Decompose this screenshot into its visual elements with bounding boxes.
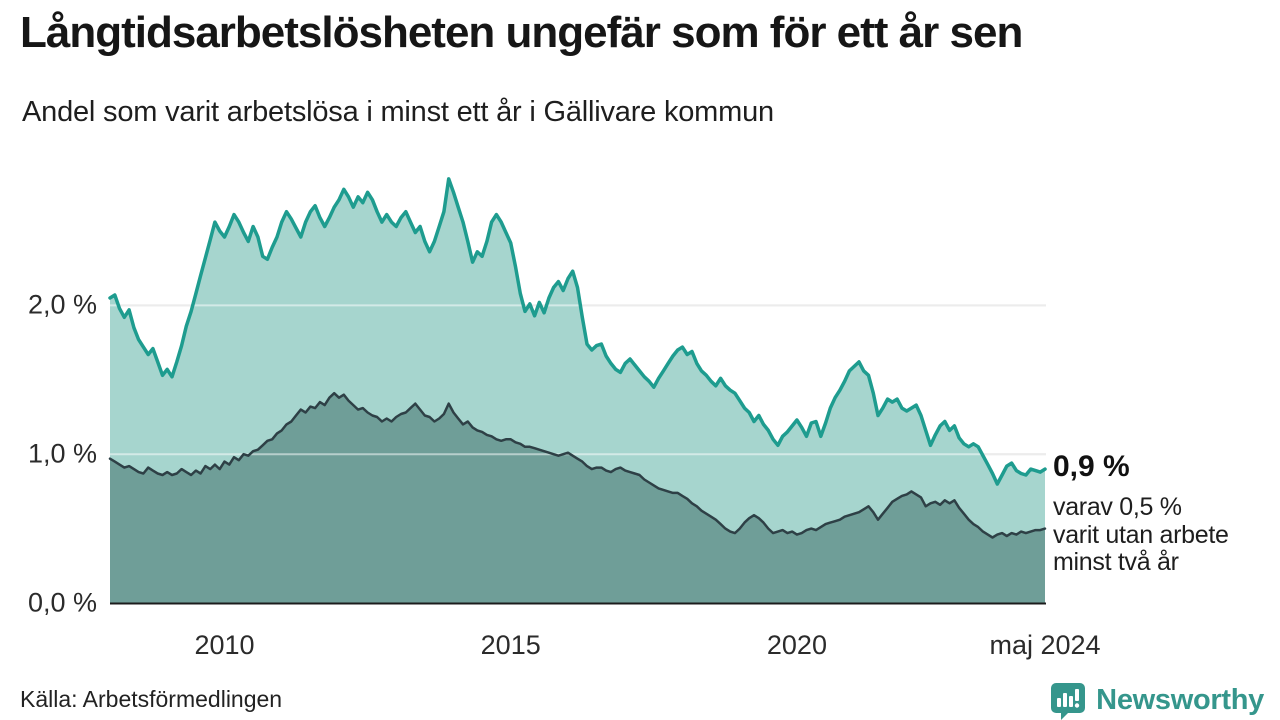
annotation-detail-line: varit utan arbete <box>1053 520 1229 549</box>
y-tick-label: 1,0 % <box>27 438 97 469</box>
x-tick-label: 2020 <box>766 630 827 660</box>
annotation-detail-line: minst två år <box>1053 548 1179 576</box>
end-value-annotation: 0,9 % varav 0,5 % varit utan arbete mins… <box>1053 450 1273 577</box>
annotation-detail-line: varav 0,5 % <box>1053 493 1182 521</box>
x-tick-label: 2015 <box>480 630 541 660</box>
newsworthy-logo: Newsworthy <box>1048 680 1264 720</box>
source-credit: Källa: Arbetsförmedlingen <box>20 686 283 712</box>
y-tick-label: 2,0 % <box>27 289 97 320</box>
page-title: Långtidsarbetslösheten ungefär som för e… <box>20 8 1023 57</box>
two-year-line <box>108 391 1047 539</box>
two-year-area-fill <box>110 393 1045 603</box>
chart-subtitle: Andel som varit arbetslösa i minst ett å… <box>22 96 774 128</box>
total-line <box>108 177 1047 486</box>
newsworthy-bubble-chart-icon <box>1051 683 1086 720</box>
gridlines-overlay <box>110 304 1046 456</box>
y-tick-label: 0,0 % <box>27 587 97 618</box>
x-tick-label: 2010 <box>194 630 255 660</box>
end-value-label: 0,9 % <box>1053 450 1130 483</box>
logo-wordmark: Newsworthy <box>1096 683 1264 716</box>
x-tick-label: maj 2024 <box>989 630 1101 660</box>
